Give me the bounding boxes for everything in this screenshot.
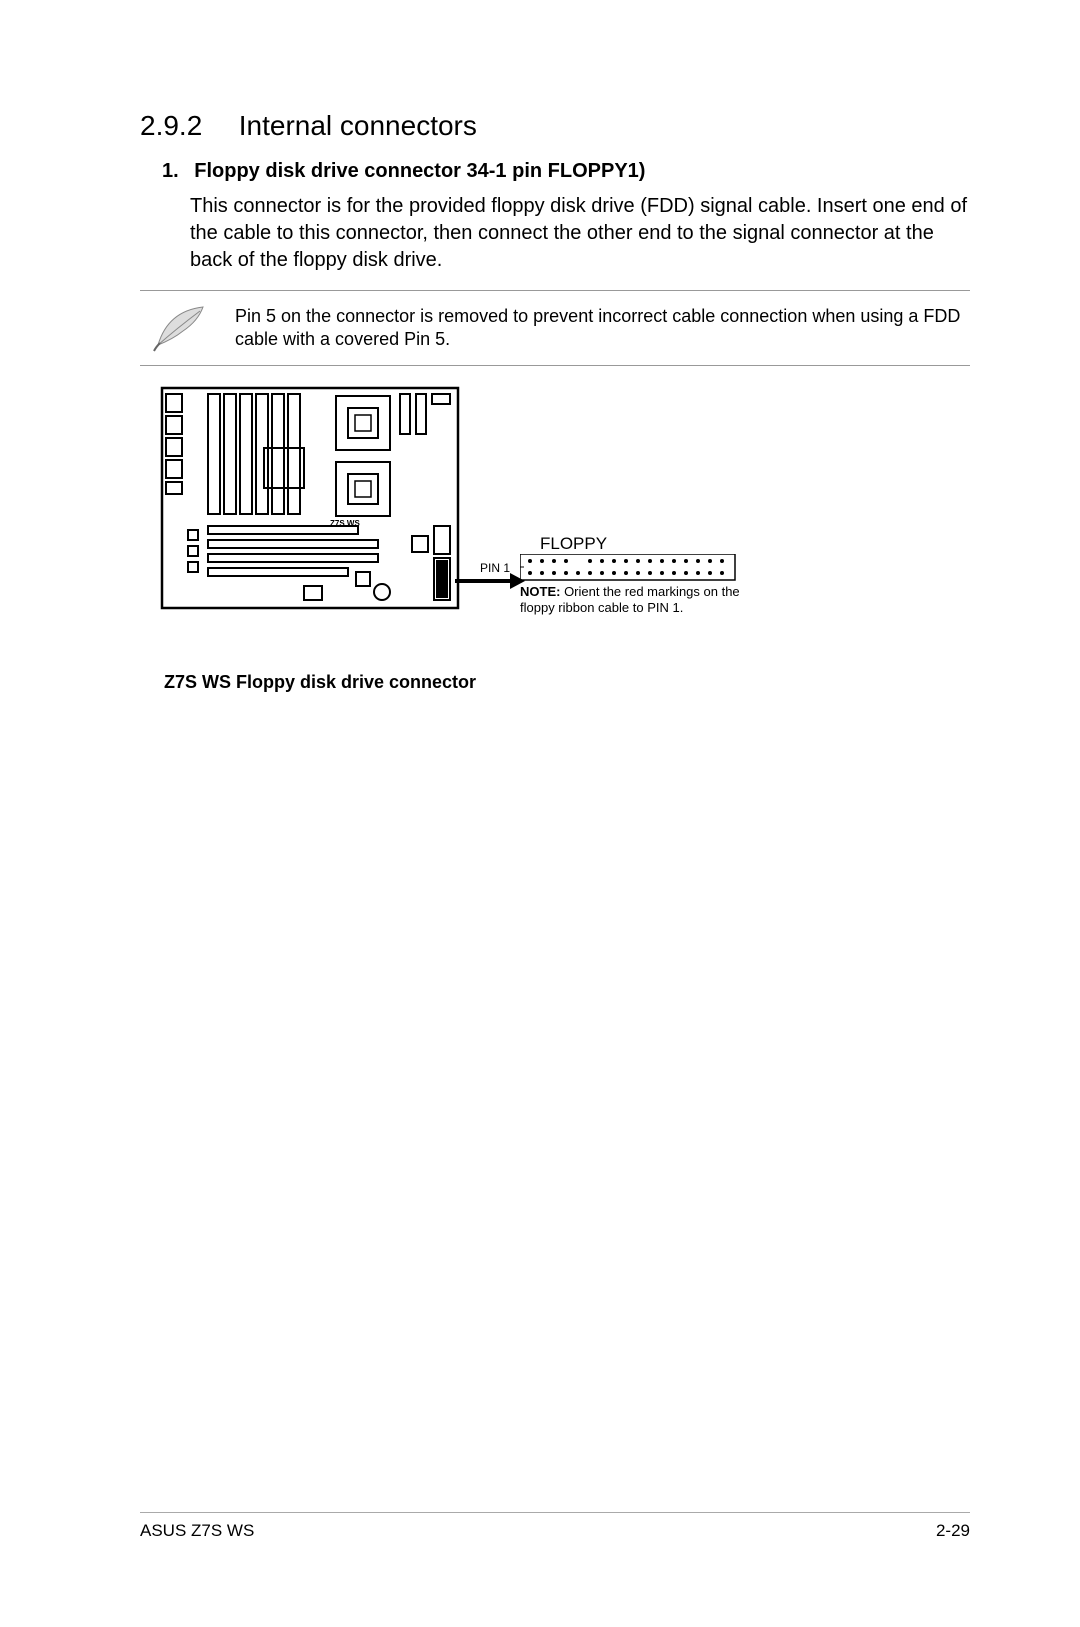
note-text: Pin 5 on the connector is removed to pre…: [225, 305, 970, 352]
footer-right: 2-29: [936, 1521, 970, 1541]
connector-label: FLOPPY: [540, 534, 607, 554]
page-footer: ASUS Z7S WS 2-29: [140, 1512, 970, 1541]
diagram: Z7S WS FLOPPY PIN 1 NOTE: Orient the red: [160, 386, 880, 666]
section-number: 2.9.2: [140, 110, 202, 142]
section-heading: 2.9.2 Internal connectors: [140, 110, 970, 142]
feather-icon: [140, 301, 225, 355]
connector-note: NOTE: Orient the red markings on the flo…: [520, 584, 760, 615]
item-number: 1.: [162, 160, 179, 182]
item-body: This connector is for the provided flopp…: [190, 193, 970, 274]
connector-note-bold: NOTE:: [520, 584, 560, 599]
pin1-label: PIN 1: [480, 561, 510, 575]
section-title: Internal connectors: [239, 110, 477, 142]
item-heading: 1. Floppy disk drive connector 34-1 pin …: [162, 160, 970, 183]
item-title: Floppy disk drive connector 34-1 pin FLO…: [194, 160, 645, 182]
connector-icon: [520, 554, 740, 584]
note-block: Pin 5 on the connector is removed to pre…: [140, 290, 970, 366]
diagram-caption: Z7S WS Floppy disk drive connector: [164, 672, 970, 693]
footer-left: ASUS Z7S WS: [140, 1521, 254, 1541]
board-label: Z7S WS: [330, 519, 360, 528]
